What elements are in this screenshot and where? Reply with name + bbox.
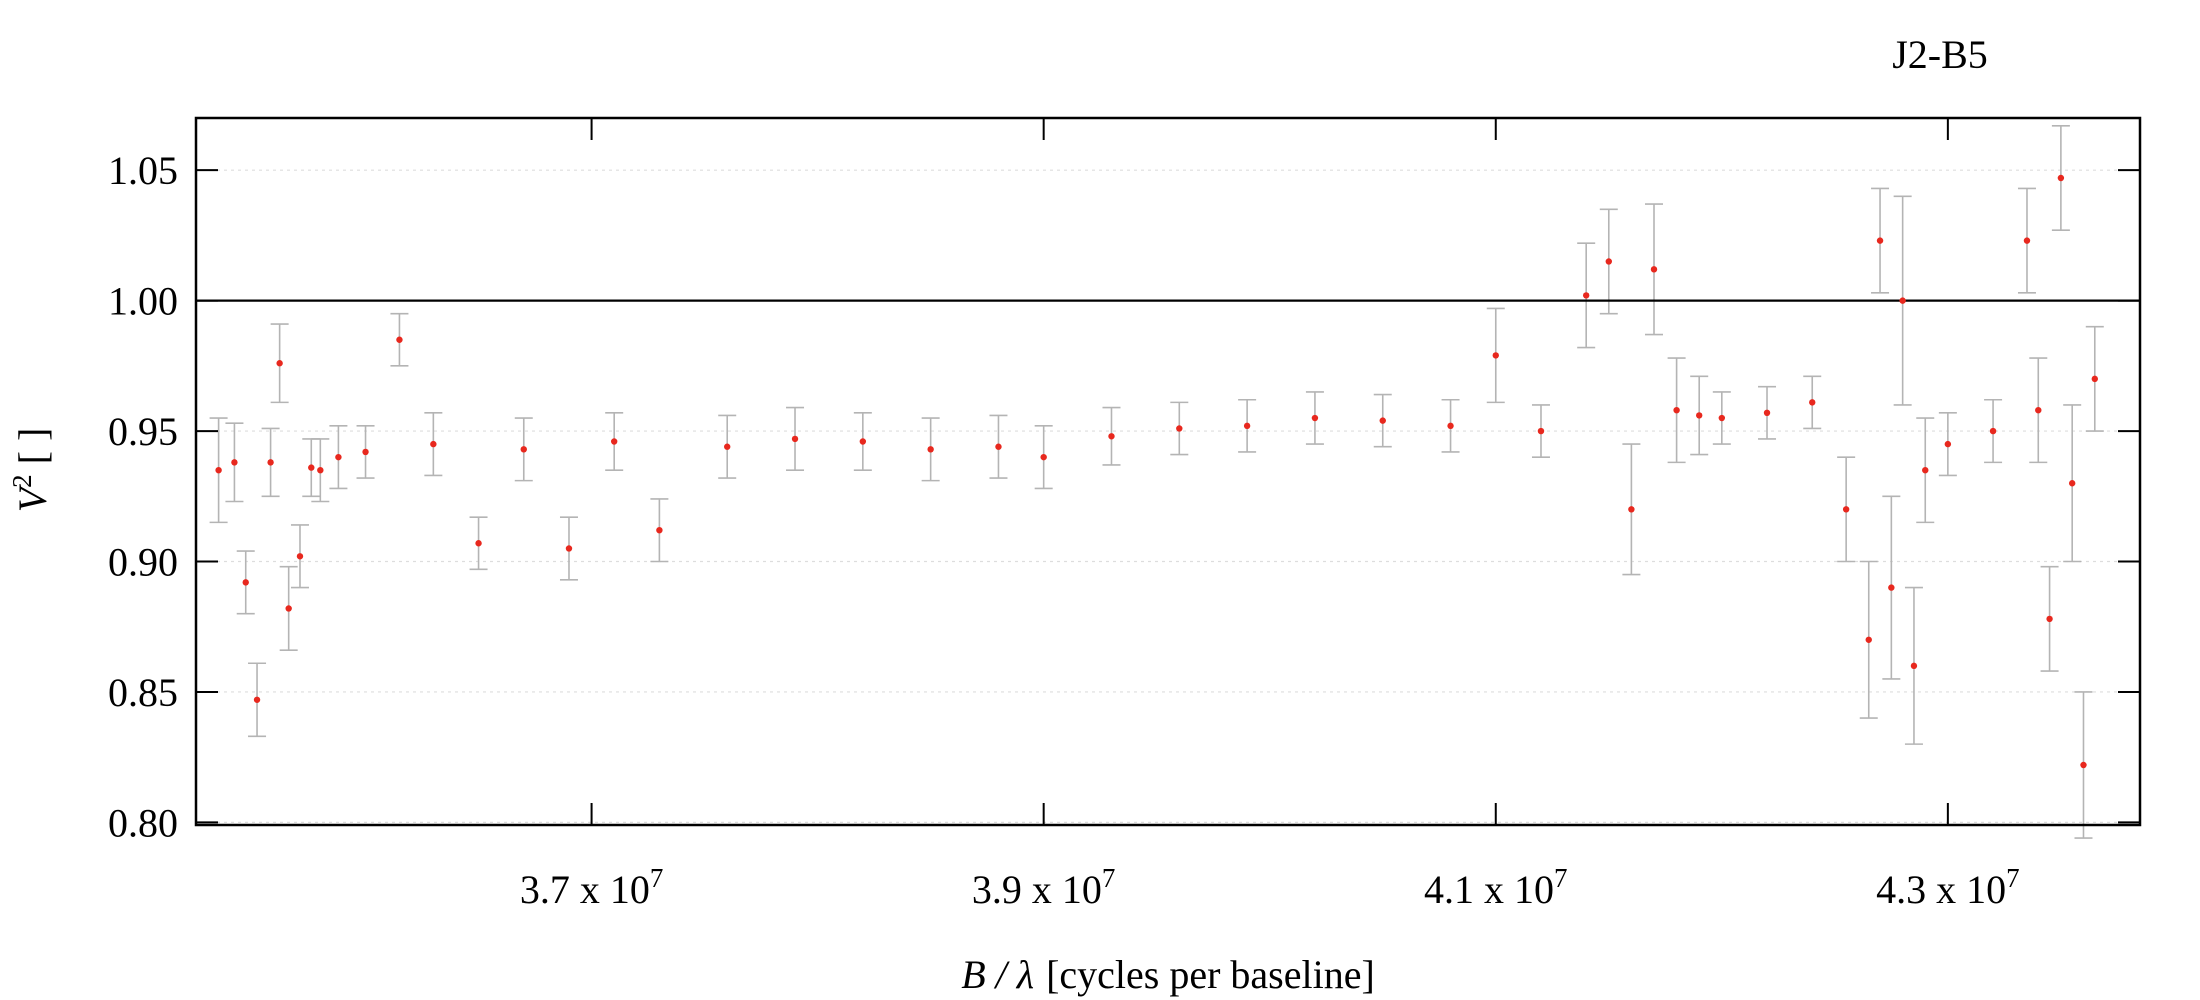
data-point (1650, 266, 1658, 273)
x-tick-label: 4.3 x 107 (1876, 863, 2019, 912)
data-point (296, 553, 304, 560)
data-point (276, 360, 283, 367)
data-point (995, 443, 1002, 450)
data-point (362, 448, 369, 456)
x-tick-times: x 10 (1926, 867, 2006, 912)
data-point (2035, 406, 2042, 414)
y-axis-label-unit: [ ] (10, 428, 55, 465)
data-point (724, 443, 731, 450)
data-point (859, 438, 867, 445)
data-point (317, 466, 324, 474)
y-tick-label: 0.90 (108, 540, 178, 585)
data-point (2080, 761, 2087, 769)
data-point (2046, 615, 2053, 623)
grid-lines (196, 169, 2140, 823)
data-point (1447, 422, 1454, 430)
y-tick-label: 1.05 (108, 148, 178, 193)
data-point (475, 540, 482, 547)
data-point (1492, 352, 1499, 359)
data-point (1910, 662, 1918, 670)
data-point (1379, 417, 1386, 424)
x-tick-label: 3.7 x 107 (520, 863, 664, 912)
data-point (285, 605, 292, 612)
data-point (1944, 440, 1952, 448)
data-point (231, 459, 238, 466)
data-point (1673, 406, 1680, 414)
x-axis-label-var: B / λ (961, 952, 1034, 997)
data-point (1899, 297, 1906, 304)
error-bars (209, 125, 2104, 839)
y-tick-label: 1.00 (108, 279, 178, 324)
x-tick-exponent: 7 (1102, 863, 1116, 893)
data-point (1718, 414, 1726, 422)
data-point (1176, 425, 1183, 432)
data-point (520, 446, 527, 453)
data-point (1865, 636, 1872, 643)
x-tick-exponent: 7 (650, 863, 664, 893)
y-axis-label-sup: 2 (7, 474, 37, 488)
data-point (1989, 427, 1997, 435)
x-tick-times: x 10 (1474, 867, 1554, 912)
data-point (2023, 237, 2031, 244)
data-point (610, 438, 618, 445)
data-point (1537, 427, 1545, 435)
data-point (1809, 399, 1816, 406)
y-tick-label: 0.95 (108, 409, 178, 454)
plot-frame (194, 116, 2142, 827)
x-tick-mantissa: 4.3 (1876, 867, 1926, 912)
x-tick-exponent: 7 (2006, 863, 2020, 893)
data-point (308, 464, 315, 471)
data-points (215, 174, 2098, 769)
x-tick-mantissa: 4.1 (1424, 867, 1474, 912)
data-point (2091, 375, 2098, 383)
data-point (1628, 506, 1635, 513)
x-tick-times: x 10 (1022, 867, 1102, 912)
data-point (215, 466, 222, 474)
chart-title: J2-B5 (1892, 32, 1988, 77)
data-point (656, 526, 663, 534)
data-point (1876, 237, 1884, 244)
x-tick-exponent: 7 (1554, 863, 1568, 893)
data-point (565, 545, 573, 552)
x-axis-label: B / λ [cycles per baseline] (961, 952, 1375, 997)
x-axis-ticks: 3.7 x 107 3.9 x 107 4.1 x 107 4.3 x 107 (520, 118, 2020, 912)
x-tick-times: x 10 (570, 867, 650, 912)
data-point (1040, 453, 1047, 461)
y-tick-label: 0.80 (108, 800, 178, 845)
data-point (267, 459, 274, 466)
x-tick-mantissa: 3.9 (972, 867, 1022, 912)
data-point (1605, 258, 1612, 265)
data-point (791, 435, 799, 443)
data-point (1243, 422, 1251, 430)
data-point (1922, 466, 1929, 474)
data-point (1108, 433, 1115, 440)
data-point (1842, 506, 1850, 513)
x-tick-label: 3.9 x 107 (972, 863, 1116, 912)
data-point (1763, 409, 1771, 417)
x-tick-label: 4.1 x 107 (1424, 863, 1568, 912)
data-point (1311, 414, 1319, 422)
y-axis-label: V2 [ ] (7, 428, 55, 513)
data-point (335, 453, 342, 461)
data-point (253, 696, 261, 703)
data-point (396, 336, 403, 343)
data-point (927, 446, 934, 453)
data-point (242, 579, 249, 586)
data-point (2068, 480, 2076, 487)
y-axis-ticks: 0.80 0.85 0.90 0.95 1.00 1.05 (108, 148, 2140, 845)
data-point (430, 440, 437, 448)
data-point (1888, 584, 1895, 591)
x-axis-label-unit: [cycles per baseline] (1046, 952, 1375, 997)
data-point (1696, 412, 1703, 419)
y-tick-label: 0.85 (108, 670, 178, 715)
data-point (2057, 174, 2065, 182)
x-tick-mantissa: 3.7 (520, 867, 570, 912)
data-point (1582, 292, 1590, 299)
y-axis-label-var: V (10, 483, 55, 512)
